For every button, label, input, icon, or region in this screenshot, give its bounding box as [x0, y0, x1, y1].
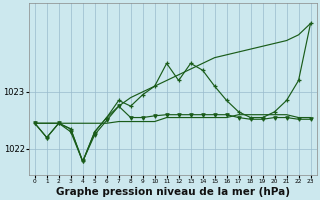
X-axis label: Graphe pression niveau de la mer (hPa): Graphe pression niveau de la mer (hPa) — [56, 187, 290, 197]
